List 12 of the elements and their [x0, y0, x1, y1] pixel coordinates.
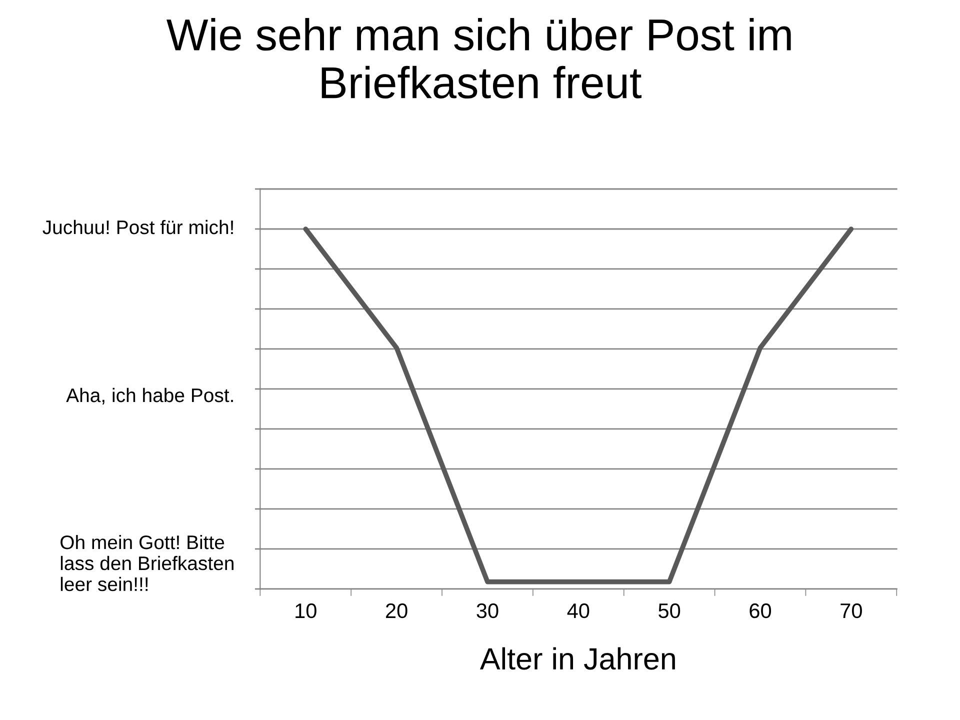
- x-tick-label: 70: [840, 603, 862, 618]
- text: Oh mein Gott! Bitte lass den Briefkasten leer sein!!!: [60, 534, 234, 592]
- x-tick-label: 40: [567, 603, 590, 618]
- x-tick-label: 50: [658, 603, 680, 618]
- chart-title: Wie sehr man sich über Post im Briefkasten freut: [166, 18, 791, 99]
- text: Aha, ich habe Post.: [66, 388, 233, 404]
- x-tick-label: 30: [476, 603, 498, 618]
- text: Juchuu! Post für mich!: [42, 220, 233, 234]
- x-axis-title: Alter in Jahren: [480, 647, 675, 670]
- x-tick-label: 60: [750, 603, 772, 618]
- x-tick-label: 20: [386, 603, 408, 618]
- x-tick-label: 10: [296, 603, 316, 618]
